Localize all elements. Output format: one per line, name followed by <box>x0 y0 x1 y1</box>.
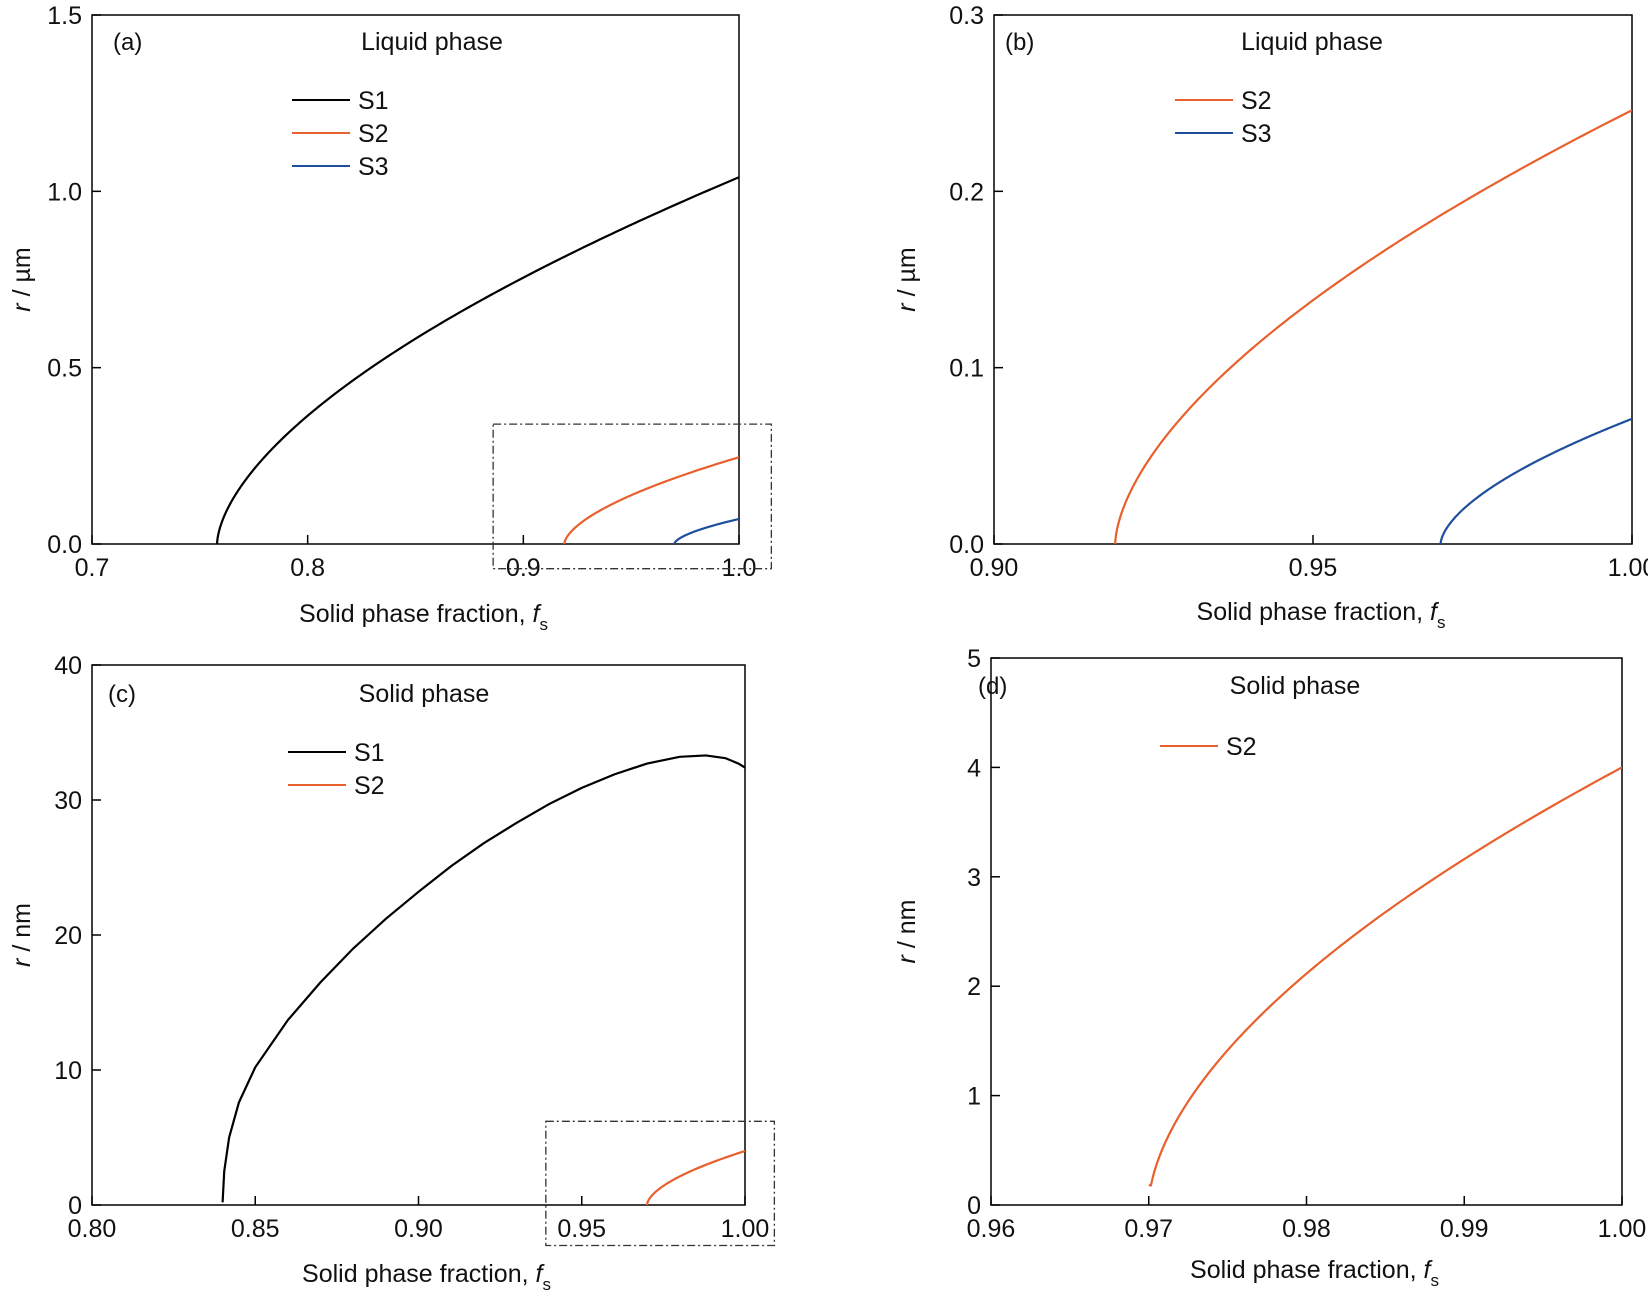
y-tick-label: 1.5 <box>47 2 82 30</box>
y-tick-label: 20 <box>54 922 82 950</box>
y-axis-label: r / µm <box>8 247 36 311</box>
series-line-s2 <box>645 1149 745 1205</box>
phase-label: Liquid phase <box>361 28 503 56</box>
x-tick-label: 1.00 <box>1608 554 1648 582</box>
panel-tag: (d) <box>978 673 1007 700</box>
zoom-region-box <box>545 1120 776 1247</box>
x-tick-label: 0.95 <box>1289 554 1338 582</box>
chart-panel-a: 0.7 0.8 0.9 1.0 0.0 0.5 1.0 1.5 Solid phase frac… <box>8 2 773 634</box>
legend-label-s3: S3 <box>1241 120 1272 148</box>
y-tick-label: 1 <box>967 1083 981 1111</box>
zoom-region-box <box>492 423 773 570</box>
y-tick-label: 40 <box>54 652 82 680</box>
x-tick-label: 0.7 <box>75 554 110 582</box>
chart-panel-c: 0.80 0.85 0.90 0.95 1.00 0 10 20 30 40 Solid phase… <box>8 652 776 1294</box>
x-tick-label: 0.90 <box>394 1215 443 1243</box>
x-tick-label: 0.85 <box>231 1215 280 1243</box>
x-axis-label: Solid phase fraction, fs <box>1190 1256 1439 1290</box>
legend-label-s1: S1 <box>358 87 389 115</box>
x-tick-label: 0.90 <box>970 554 1019 582</box>
legend-label-s1: S1 <box>354 739 385 767</box>
y-tick-label: 0.2 <box>949 178 984 206</box>
legend-label-s2: S2 <box>354 772 385 800</box>
x-tick-label: 0.97 <box>1124 1215 1173 1243</box>
y-tick-label: 0.0 <box>949 531 984 559</box>
y-tick-label: 2 <box>967 973 981 1001</box>
y-axis-label: r / nm <box>893 900 921 964</box>
panel-tag: (b) <box>1005 29 1034 56</box>
x-axis-label: Solid phase fraction, fs <box>1197 598 1446 632</box>
y-axis-label: r / µm <box>893 247 921 311</box>
x-tick-label: 0.9 <box>506 554 541 582</box>
y-tick-label: 0.1 <box>949 355 984 383</box>
phase-label: Solid phase <box>1230 672 1361 700</box>
series-line-s1 <box>221 754 745 1203</box>
plot-frame <box>993 14 1633 545</box>
x-tick-label: 0.99 <box>1440 1215 1489 1243</box>
y-tick-label: 10 <box>54 1057 82 1085</box>
y-tick-label: 3 <box>967 864 981 892</box>
plot-frame <box>91 664 746 1206</box>
series-line-s2 <box>1114 109 1632 545</box>
x-tick-label: 0.80 <box>68 1215 117 1243</box>
y-tick-label: 30 <box>54 787 82 815</box>
y-tick-label: 1.0 <box>47 178 82 206</box>
x-tick-label: 1.00 <box>1598 1215 1647 1243</box>
legend-label-s2: S2 <box>1226 733 1257 761</box>
panel-tag: (a) <box>113 29 142 56</box>
x-tick-label: 1.0 <box>722 554 757 582</box>
phase-label: Solid phase <box>359 680 490 708</box>
panel-tag: (c) <box>108 681 136 708</box>
y-tick-label: 0 <box>68 1192 82 1220</box>
legend-label-s3: S3 <box>358 153 389 181</box>
series-line-s2 <box>1148 766 1622 1187</box>
y-tick-label: 5 <box>967 645 981 673</box>
y-tick-label: 0.3 <box>949 2 984 30</box>
x-tick-label: 0.8 <box>290 554 325 582</box>
y-tick-label: 0.0 <box>47 531 82 559</box>
y-tick-label: 0 <box>967 1192 981 1220</box>
series-line-s2 <box>563 456 739 545</box>
series-line-s3 <box>1439 417 1632 545</box>
x-tick-label: 0.98 <box>1282 1215 1331 1243</box>
series-line-s3 <box>673 517 739 545</box>
plot-frame <box>990 657 1623 1206</box>
chart-panel-b: 0.90 0.95 1.00 0.0 0.1 0.2 0.3 Solid phase frac… <box>893 2 1648 632</box>
series-line-s1 <box>215 176 739 545</box>
x-tick-label: 1.00 <box>721 1215 770 1243</box>
y-tick-label: 0.5 <box>47 355 82 383</box>
chart-panel-d: 0.96 0.97 0.98 0.99 1.00 0 1 2 3 4 5 Solid phase fr… <box>893 645 1646 1290</box>
phase-label: Liquid phase <box>1241 28 1383 56</box>
x-tick-label: 0.95 <box>557 1215 606 1243</box>
legend-label-s2: S2 <box>358 120 389 148</box>
legend-label-s2: S2 <box>1241 87 1272 115</box>
y-tick-label: 4 <box>967 754 981 782</box>
x-tick-label: 0.96 <box>967 1215 1016 1243</box>
plot-frame <box>91 14 740 545</box>
x-axis-label: Solid phase fraction, fs <box>302 1260 551 1294</box>
y-axis-label: r / nm <box>8 903 36 967</box>
x-axis-label: Solid phase fraction, fs <box>299 600 548 634</box>
